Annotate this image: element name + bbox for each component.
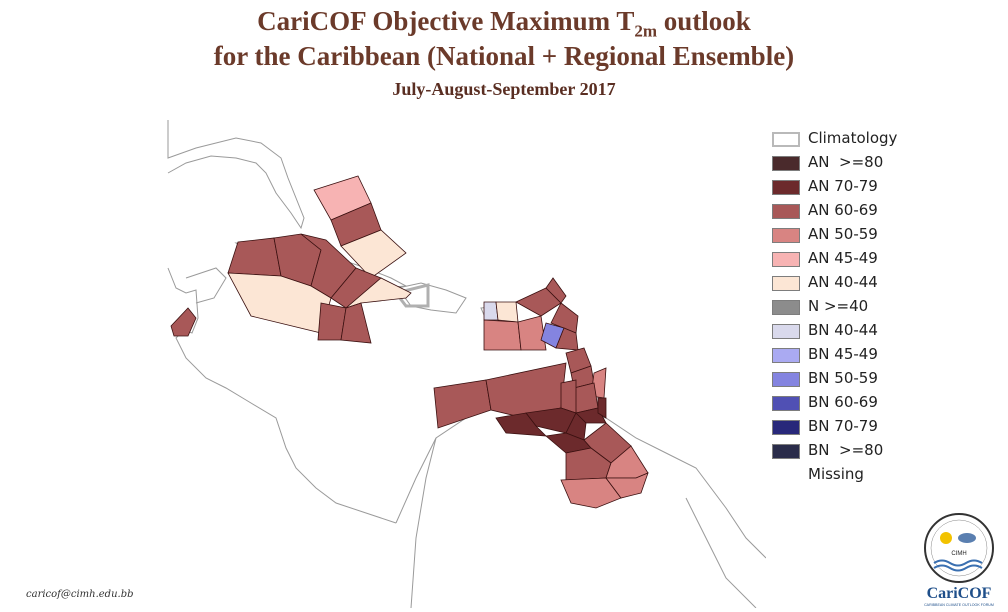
legend-item: BN >=80 (770, 440, 920, 464)
region-vi-south (517, 315, 547, 351)
contact-email[interactable]: caricof@cimh.edu.bb (26, 589, 134, 600)
legend-swatch (772, 252, 800, 267)
logo-brand: CariCOF (927, 585, 992, 602)
legend-swatch (772, 372, 800, 387)
legend-label: AN 70-79 (808, 177, 878, 195)
legend-item: BN 70-79 (770, 416, 920, 440)
legend-label: AN 60-69 (808, 201, 878, 219)
legend-label: Missing (808, 465, 864, 483)
legend-item: Missing (770, 464, 920, 488)
legend-label: BN 45-49 (808, 345, 878, 363)
legend-item: AN 50-59 (770, 224, 920, 248)
logo-caption: CARIBBEAN CLIMATE OUTLOOK FORUM (924, 603, 994, 607)
map-legend: Climatology AN >=80 AN 70-79 AN 60-69 AN 50-… (770, 128, 920, 488)
legend-label: BN 60-69 (808, 393, 878, 411)
sun-icon (940, 532, 952, 544)
region-leeward-tip (545, 277, 567, 304)
coastlines (167, 120, 766, 608)
logo-inner-text: CIMH (951, 551, 966, 557)
legend-label: AN 40-44 (808, 273, 878, 291)
region-jamaica-east (340, 302, 372, 344)
region-cuba-west (227, 237, 282, 277)
legend-item: BN 45-49 (770, 344, 920, 368)
legend-item: AN >=80 (770, 152, 920, 176)
legend-swatch (772, 156, 800, 171)
legend-label: Climatology (808, 129, 898, 147)
legend-swatch (772, 348, 800, 363)
legend-label: BN 70-79 (808, 417, 878, 435)
legend-item: BN 60-69 (770, 392, 920, 416)
legend-label: BN >=80 (808, 441, 884, 459)
cimh-caricof-logo: CIMH CariCOF CARIBBEAN CLIMATE OUTLOOK F… (924, 513, 994, 607)
legend-item: AN 60-69 (770, 200, 920, 224)
legend-swatch (772, 204, 800, 219)
region-guyana-south (560, 477, 622, 509)
legend-swatch (772, 420, 800, 435)
legend-label: BN 40-44 (808, 321, 878, 339)
legend-label: AN 45-49 (808, 249, 878, 267)
legend-swatch (772, 324, 800, 339)
cloud-icon (958, 533, 976, 543)
legend-swatch (772, 468, 800, 483)
map-subtitle: July-August-September 2017 (392, 79, 616, 99)
legend-label: N >=40 (808, 297, 869, 315)
legend-swatch (772, 444, 800, 459)
legend-label: AN 50-59 (808, 225, 878, 243)
region-bahamas-south (340, 229, 407, 279)
legend-swatch (772, 300, 800, 315)
legend-swatch (772, 396, 800, 411)
region-climatology-hispaniola (393, 283, 430, 308)
region-french-guiana (605, 472, 649, 499)
legend-item: AN 70-79 (770, 176, 920, 200)
legend-item: AN 45-49 (770, 248, 920, 272)
region-belize (170, 307, 197, 337)
region-caribbean-west (227, 272, 332, 334)
caribbean-map (167, 120, 766, 608)
title-subscript: 2m (634, 21, 658, 41)
region-venezuela-coast (560, 379, 577, 414)
legend-item: N >=40 (770, 296, 920, 320)
legend-swatch (772, 276, 800, 291)
map-title-line1: CariCOF Objective Maximum T2m outlook (257, 6, 751, 41)
legend-item: Climatology (770, 128, 920, 152)
legend-label: BN 50-59 (808, 369, 878, 387)
legend-label: AN >=80 (808, 153, 884, 171)
legend-item: AN 40-44 (770, 272, 920, 296)
legend-item: BN 50-59 (770, 368, 920, 392)
region-east-atlantic (597, 397, 607, 419)
legend-item: BN 40-44 (770, 320, 920, 344)
legend-swatch (772, 228, 800, 243)
map-title-line2: for the Caribbean (National + Regional E… (213, 41, 795, 71)
region-puerto-rico-east (495, 301, 519, 323)
region-pr-south (483, 319, 522, 351)
region-venezuela-north (495, 412, 548, 437)
region-caribbean-central (485, 362, 567, 417)
legend-swatch (772, 132, 800, 147)
legend-swatch (772, 180, 800, 195)
